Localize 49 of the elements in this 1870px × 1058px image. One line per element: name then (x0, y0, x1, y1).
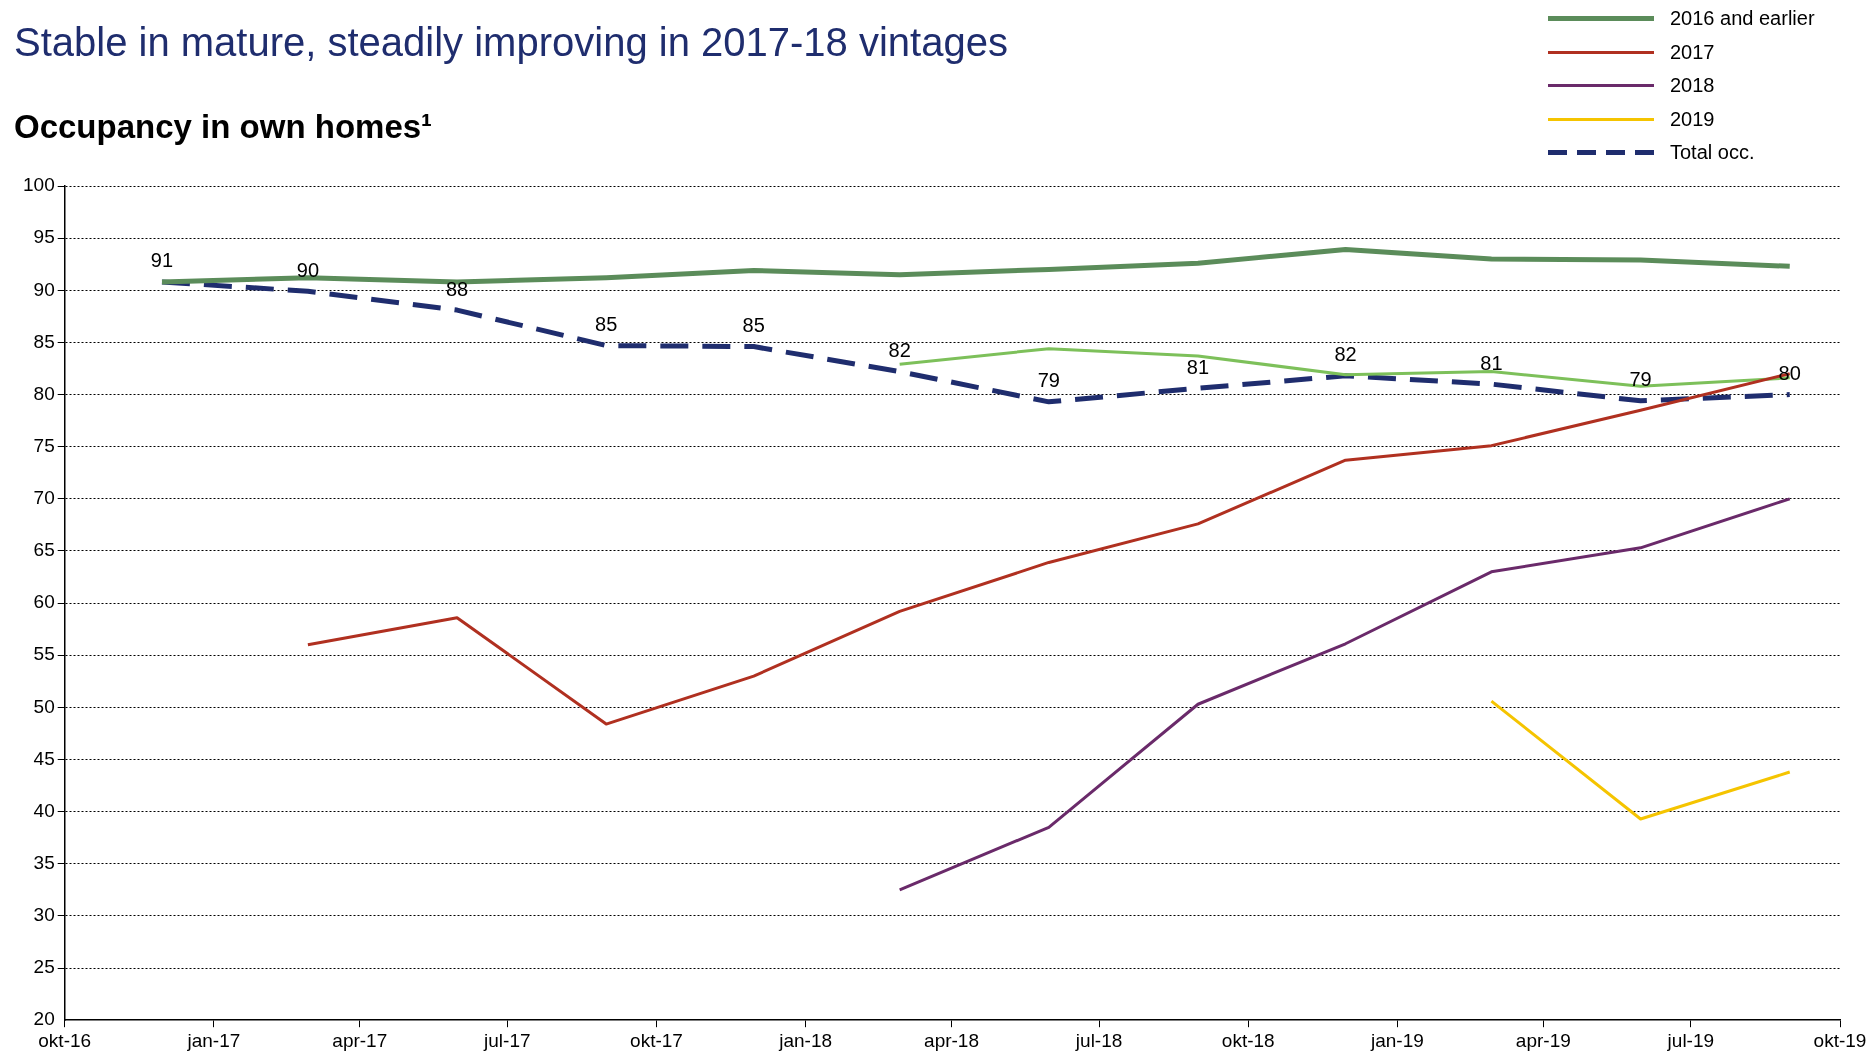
legend-label: 2019 (1670, 107, 1715, 131)
data-label: 85 (742, 314, 765, 337)
x-tick-label: jul-18 (1074, 1029, 1123, 1051)
y-tick-label: 80 (33, 382, 55, 404)
data-label: 79 (1037, 369, 1060, 392)
x-tick-label: okt-19 (1813, 1029, 1867, 1051)
x-tick-label: okt-18 (1221, 1029, 1275, 1051)
y-tick-label: 70 (33, 487, 55, 509)
x-tick-label: okt-17 (630, 1029, 683, 1051)
y-tick-label: 65 (33, 539, 55, 561)
y-tick-label: 35 (33, 852, 55, 874)
y-tick-label: 30 (33, 904, 55, 926)
x-tick-label: jan-18 (778, 1029, 833, 1051)
legend-label: 2018 (1670, 74, 1715, 98)
y-tick-label: 90 (33, 278, 55, 300)
x-tick-label: jan-17 (186, 1029, 241, 1051)
chart-subtitle: Stable in mature, steadily improving in 2017-18 vintages (14, 20, 1008, 65)
y-tick-label: 20 (33, 1008, 55, 1030)
x-tick-label: apr-18 (924, 1029, 979, 1051)
y-tick-label: 85 (33, 330, 55, 352)
x-tick-label: jul-19 (1666, 1029, 1715, 1051)
data-label: 82 (888, 339, 911, 362)
data-label: 85 (595, 313, 618, 336)
x-tick-label: jan-19 (1369, 1029, 1424, 1051)
legend-label: 2017 (1670, 40, 1715, 64)
y-tick-label: 100 (23, 174, 55, 196)
y-tick-label: 60 (33, 591, 55, 613)
data-label: 80 (1778, 362, 1801, 385)
x-tick-label: apr-17 (332, 1029, 388, 1051)
data-label: 82 (1334, 343, 1357, 366)
data-label: 90 (296, 258, 320, 281)
x-tick-label: apr-19 (1515, 1029, 1571, 1051)
data-label: 79 (1629, 368, 1652, 391)
data-label: 91 (150, 249, 174, 272)
y-tick-label: 75 (33, 434, 55, 456)
y-tick-label: 55 (33, 643, 55, 665)
data-label: 88 (445, 277, 469, 300)
y-tick-label: 25 (33, 956, 55, 978)
x-tick-label: okt-16 (38, 1029, 92, 1051)
y-tick-label: 50 (33, 695, 55, 717)
y-tick-label: 95 (33, 226, 55, 248)
legend-label: 2016 and earlier (1670, 7, 1815, 31)
chart-title: Occupancy in own homes¹ (14, 108, 433, 146)
data-label: 81 (1480, 351, 1503, 374)
y-tick-label: 40 (33, 799, 55, 821)
y-tick-label: 45 (33, 747, 55, 769)
legend-label: Total occ. (1670, 141, 1755, 165)
data-label: 81 (1186, 355, 1210, 378)
x-tick-label: jul-17 (483, 1029, 531, 1051)
